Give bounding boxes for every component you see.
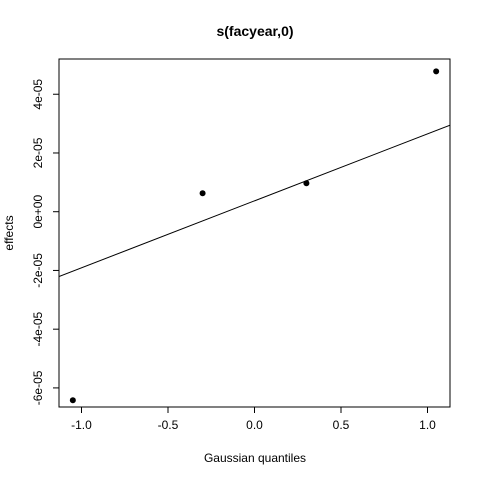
x-tick-label: 1.0 [419,418,436,432]
y-tick-label: 0e+00 [31,195,45,229]
x-tick-label: 0.0 [246,418,263,432]
x-axis: -1.0 -0.5 0.0 0.5 1.0 [71,406,436,432]
points-layer [69,68,440,404]
x-tick-label: -0.5 [158,418,179,432]
qq-reference-line [59,124,450,277]
y-axis-label: effects [2,215,16,250]
data-point [69,397,76,404]
data-point [199,190,206,197]
x-tick-label: 0.5 [333,418,350,432]
reference-line-layer [59,124,450,277]
x-axis-label: Gaussian quantiles [204,451,306,465]
y-tick-label: -6e-05 [31,370,45,405]
data-point [433,68,440,75]
y-axis: -6e-05 -4e-05 -2e-05 0e+00 2e-05 4e-05 [31,79,60,405]
chart-title: s(facyear,0) [216,23,293,39]
y-tick-label: -4e-05 [31,312,45,347]
y-tick-label: -2e-05 [31,253,45,288]
data-point [303,180,310,187]
y-tick-label: 2e-05 [31,137,45,168]
y-tick-label: 4e-05 [31,79,45,110]
x-tick-label: -1.0 [71,418,92,432]
plot-area-border [58,58,451,408]
